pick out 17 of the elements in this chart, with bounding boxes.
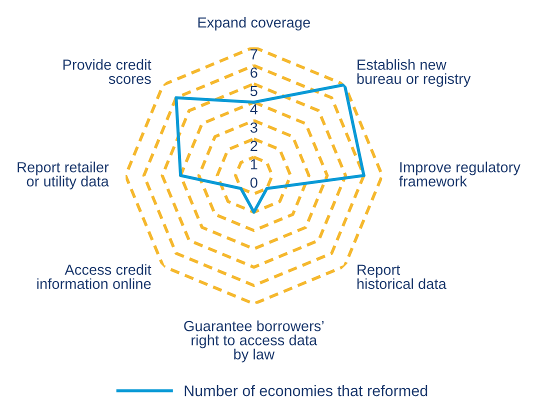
spoke-label: Establish new bureau or registry <box>357 59 471 87</box>
spoke-label: Report historical data <box>357 264 446 290</box>
y-tick-label: 3 <box>250 122 258 133</box>
y-tick-label: 4 <box>250 104 258 114</box>
y-tick-label: 5 <box>250 86 258 96</box>
y-tick-label: 6 <box>250 67 258 78</box>
spoke-label: Access credit information online <box>37 264 152 290</box>
y-tick-label: 7 <box>250 49 258 60</box>
spoke-label: Improve regulatory framework <box>399 162 520 186</box>
spoke-label: Expand coverage <box>198 16 310 31</box>
y-tick-label: 2 <box>250 140 258 151</box>
spoke-label: Guarantee borrowers’ right to access data by law <box>184 320 324 362</box>
y-tick-label: 1 <box>250 159 258 170</box>
y-tick-label: 0 <box>250 177 258 188</box>
spoke-label: Provide credit scores <box>63 59 152 84</box>
spoke-label: Report retailer or utility data <box>18 162 109 190</box>
legend-label: Number of economies that reformed <box>184 385 428 396</box>
